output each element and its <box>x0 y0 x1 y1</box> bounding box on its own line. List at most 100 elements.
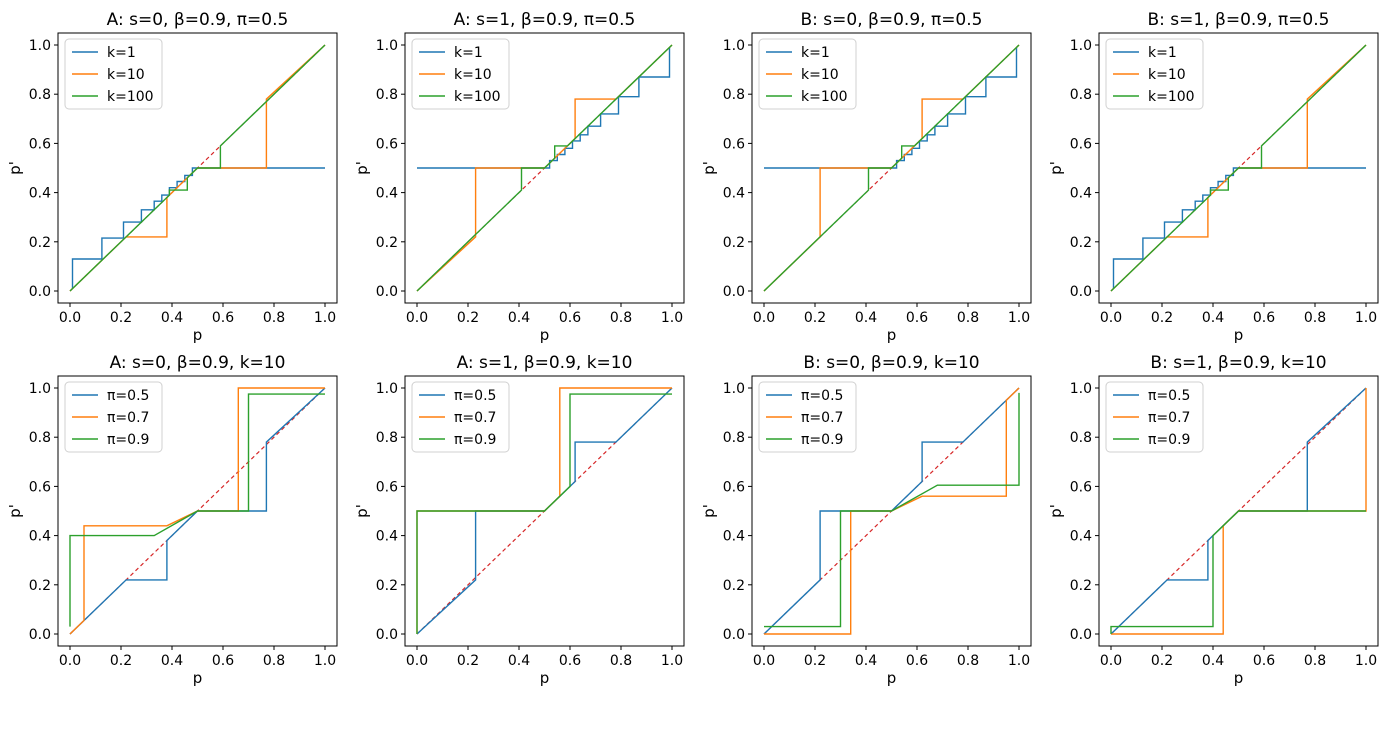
series-line-2 <box>69 387 325 635</box>
y-tick-label: 0.4 <box>1070 529 1092 545</box>
legend-label-1: k=1 <box>1148 45 1177 61</box>
y-axis-label: p' <box>1047 161 1065 175</box>
x-tick-label: 0.6 <box>906 653 928 669</box>
y-tick-label: 1.0 <box>29 381 51 397</box>
legend-box <box>411 381 510 453</box>
y-tick-label: 1.0 <box>376 38 398 54</box>
plot-frame <box>751 32 1032 304</box>
chart-panel-1: A: s=0, β=0.9, π=0.5 0.0 0.2 0.4 0.6 0.8 1.0 0.… <box>6 10 338 344</box>
y-tick-label: 0.0 <box>723 627 745 643</box>
x-axis-label: p <box>1234 669 1244 687</box>
x-tick-label: 0.2 <box>457 310 479 326</box>
x-tick-label: 1.0 <box>1355 653 1377 669</box>
y-tick-label: 0.4 <box>376 529 398 545</box>
plot-frame <box>404 32 685 304</box>
legend-box <box>758 381 857 453</box>
y-tick-label: 1.0 <box>1070 38 1092 54</box>
x-tick-label: 0.0 <box>1100 653 1122 669</box>
x-tick-label: 0.2 <box>1151 653 1173 669</box>
x-tick-label: 0.4 <box>1202 653 1224 669</box>
series-line-3 <box>1110 44 1367 292</box>
y-tick-label: 0.2 <box>1070 235 1092 251</box>
legend-label-1: π=0.5 <box>107 388 149 404</box>
plot-frame <box>1098 32 1379 304</box>
y-tick-label: 0.8 <box>1070 430 1092 446</box>
y-tick-label: 0.2 <box>376 235 398 251</box>
x-tick-label: 0.6 <box>559 310 581 326</box>
x-tick-label: 0.4 <box>508 653 530 669</box>
chart-title: B: s=0, β=0.9, π=0.5 <box>801 10 983 30</box>
x-tick-label: 0.2 <box>1151 310 1173 326</box>
y-tick-label: 0.8 <box>723 87 745 103</box>
y-tick-label: 0.8 <box>723 430 745 446</box>
y-tick-label: 0.4 <box>29 186 51 202</box>
series-line-3 <box>763 44 1020 292</box>
chart-panel-5: A: s=0, β=0.9, k=10 0.0 0.2 0.4 0.6 0.8 1.0 0.0… <box>6 353 338 687</box>
plot-frame <box>404 375 685 647</box>
chart-panel-4: B: s=1, β=0.9, π=0.5 0.0 0.2 0.4 0.6 0.8 1.0 0.… <box>1047 10 1379 344</box>
y-tick-label: 0.0 <box>1070 627 1092 643</box>
x-tick-label: 1.0 <box>1355 310 1377 326</box>
y-tick-label: 0.4 <box>376 186 398 202</box>
y-axis-label: p' <box>353 161 371 175</box>
x-tick-label: 0.2 <box>110 653 132 669</box>
y-tick-label: 0.2 <box>723 235 745 251</box>
x-tick-label: 0.0 <box>753 653 775 669</box>
x-tick-label: 0.2 <box>110 310 132 326</box>
y-tick-label: 0.4 <box>723 529 745 545</box>
x-tick-label: 1.0 <box>314 310 336 326</box>
x-tick-label: 0.6 <box>1253 310 1275 326</box>
plot-frame <box>57 375 338 647</box>
y-tick-label: 0.2 <box>376 578 398 594</box>
x-tick-label: 0.2 <box>804 653 826 669</box>
chart-panel-8: B: s=1, β=0.9, k=10 0.0 0.2 0.4 0.6 0.8 1.0 0.0… <box>1047 353 1379 687</box>
series-line-3 <box>416 393 672 634</box>
chart-panel-6: A: s=1, β=0.9, k=10 0.0 0.2 0.4 0.6 0.8 1.0 0.0… <box>353 353 685 687</box>
series-line-3 <box>69 44 326 292</box>
x-tick-label: 0.8 <box>263 310 285 326</box>
legend-box <box>64 381 163 453</box>
y-tick-label: 0.0 <box>29 627 51 643</box>
y-axis-label: p' <box>700 504 718 518</box>
x-tick-label: 0.4 <box>855 310 877 326</box>
y-tick-label: 1.0 <box>723 38 745 54</box>
x-tick-label: 0.8 <box>957 653 979 669</box>
x-tick-label: 0.0 <box>406 310 428 326</box>
series-line-1 <box>69 387 326 635</box>
plot-frame <box>57 32 338 304</box>
legend-label-3: k=100 <box>801 89 848 105</box>
y-tick-label: 0.2 <box>29 235 51 251</box>
series-line-1 <box>417 47 671 169</box>
x-tick-label: 0.4 <box>1202 310 1224 326</box>
x-tick-label: 0.6 <box>559 653 581 669</box>
legend-label-2: π=0.7 <box>801 410 843 426</box>
series-line-3 <box>764 392 1020 628</box>
series-line-2 <box>416 44 673 292</box>
x-tick-label: 0.2 <box>804 310 826 326</box>
chart-title: A: s=0, β=0.9, k=10 <box>110 353 286 373</box>
legend-label-3: π=0.9 <box>1148 432 1190 448</box>
series-line-1 <box>764 47 1018 169</box>
y-tick-label: 0.2 <box>1070 578 1092 594</box>
x-axis-label: p <box>887 669 897 687</box>
y-tick-label: 1.0 <box>1070 381 1092 397</box>
x-tick-label: 0.0 <box>1100 310 1122 326</box>
legend-label-2: π=0.7 <box>454 410 496 426</box>
y-axis-label: p' <box>6 504 24 518</box>
x-tick-label: 0.2 <box>457 653 479 669</box>
series-line-2 <box>763 44 1020 292</box>
plot-frame <box>1098 375 1379 647</box>
x-axis-label: p <box>540 326 550 344</box>
legend-label-3: π=0.9 <box>107 432 149 448</box>
y-tick-label: 0.4 <box>29 529 51 545</box>
y-tick-label: 0.8 <box>1070 87 1092 103</box>
legend-box <box>1105 381 1204 453</box>
y-tick-label: 0.2 <box>723 578 745 594</box>
y-tick-label: 0.6 <box>1070 479 1092 495</box>
x-axis-label: p <box>887 326 897 344</box>
y-tick-label: 0.4 <box>723 186 745 202</box>
legend-box <box>1105 38 1204 110</box>
x-tick-label: 0.4 <box>161 310 183 326</box>
chart-panel-2: A: s=1, β=0.9, π=0.5 0.0 0.2 0.4 0.6 0.8 1.0 0.… <box>353 10 685 344</box>
